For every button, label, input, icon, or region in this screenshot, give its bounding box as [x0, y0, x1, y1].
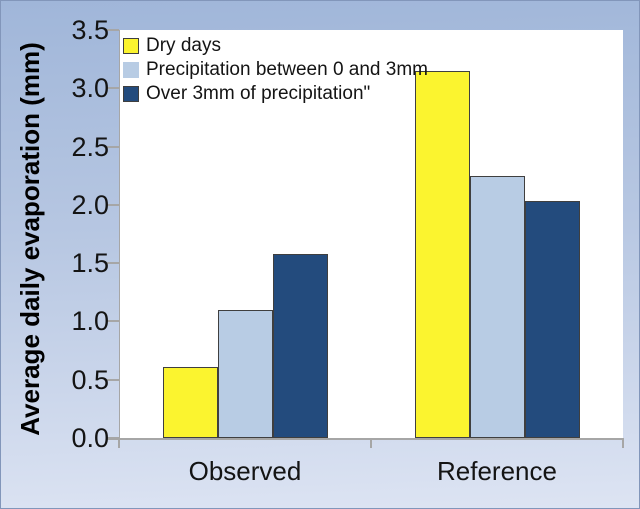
y-tick-mark	[107, 262, 119, 265]
y-tick-mark	[107, 203, 119, 206]
y-tick-label: 3.5	[71, 15, 109, 45]
legend-label: Over 3mm of precipitation"	[146, 83, 371, 104]
bar-observed-series-0	[163, 367, 218, 438]
legend-swatch	[123, 62, 139, 78]
x-category-label-reference: Reference	[437, 456, 557, 486]
x-tick-mark	[118, 440, 120, 448]
x-tick-mark	[622, 440, 624, 448]
y-tick-mark	[107, 378, 119, 381]
y-tick-label: 3.0	[71, 73, 109, 104]
y-tick-mark	[107, 145, 119, 148]
bar-reference-series-1	[470, 176, 525, 438]
bar-reference-series-2	[525, 201, 580, 438]
legend-swatch	[123, 38, 139, 54]
bar-observed-series-1	[218, 310, 273, 438]
y-tick-mark	[107, 29, 119, 31]
legend-item: Dry days	[123, 34, 428, 58]
y-tick-mark	[107, 87, 119, 90]
legend-item: Precipitation between 0 and 3mm	[123, 58, 428, 82]
y-tick-mark	[107, 437, 119, 439]
y-tick-label: 2.0	[71, 189, 109, 220]
y-tick-label: 1.5	[71, 248, 109, 279]
y-tick-label: 0.0	[71, 423, 109, 453]
y-tick-label: 1.0	[71, 306, 109, 337]
legend-label: Precipitation between 0 and 3mm	[146, 59, 428, 80]
x-tick-mark	[370, 440, 372, 448]
bar-reference-series-0	[415, 71, 470, 438]
y-tick-mark	[107, 320, 119, 323]
x-axis-line	[107, 438, 624, 440]
legend-swatch	[123, 86, 139, 102]
legend-label: Dry days	[146, 35, 221, 56]
legend-item: Over 3mm of precipitation"	[123, 82, 428, 106]
legend: Dry days Precipitation between 0 and 3mm O…	[123, 34, 428, 106]
y-tick-label: 2.5	[71, 131, 109, 162]
bar-observed-series-2	[273, 254, 328, 438]
y-axis-line	[119, 30, 120, 439]
x-category-label-observed: Observed	[188, 456, 302, 486]
plot-area: Dry days Precipitation between 0 and 3mm O…	[119, 30, 623, 438]
y-tick-label: 0.5	[71, 364, 109, 395]
